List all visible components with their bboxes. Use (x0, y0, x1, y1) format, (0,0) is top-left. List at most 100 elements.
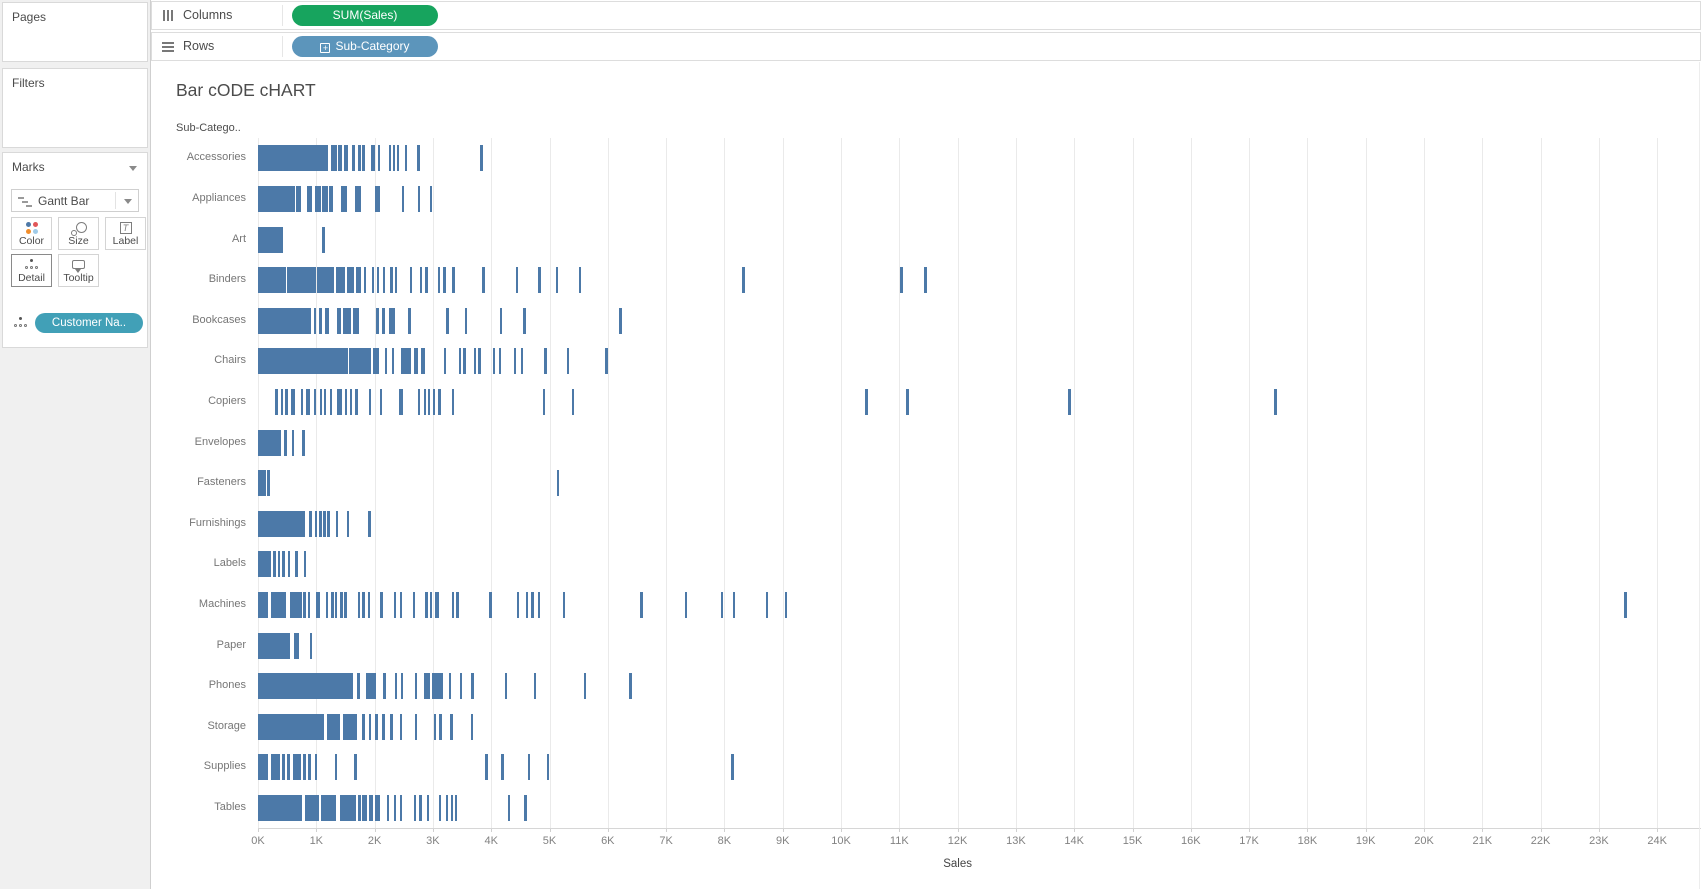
gantt-bar[interactable] (400, 673, 404, 700)
gantt-bar[interactable] (292, 754, 301, 781)
gantt-bar[interactable] (451, 388, 454, 415)
gantt-bar[interactable] (520, 348, 524, 375)
gantt-bar[interactable] (393, 794, 397, 821)
gantt-bar[interactable] (420, 348, 426, 375)
tooltip-button[interactable]: Tooltip (58, 254, 99, 287)
gantt-bar[interactable] (334, 754, 338, 781)
row-label-appliances[interactable]: Appliances (192, 191, 246, 204)
gantt-bar[interactable] (322, 226, 325, 253)
gantt-bar[interactable] (337, 307, 342, 334)
gantt-bar[interactable] (305, 388, 310, 415)
gantt-bar[interactable] (258, 632, 291, 659)
gantt-bar[interactable] (258, 673, 354, 700)
gantt-bar[interactable] (326, 713, 341, 740)
gantt-bar[interactable] (357, 591, 361, 618)
gantt-bar[interactable] (443, 348, 447, 375)
gantt-bar[interactable] (409, 267, 412, 294)
gantt-bar[interactable] (414, 673, 418, 700)
gantt-bar[interactable] (1068, 388, 1072, 415)
gantt-bar[interactable] (334, 591, 338, 618)
gantt-bar[interactable] (439, 713, 442, 740)
gantt-bar[interactable] (525, 591, 528, 618)
gantt-bar[interactable] (619, 307, 623, 334)
gantt-bar[interactable] (408, 307, 411, 334)
pages-shelf[interactable]: Pages (2, 2, 148, 62)
gantt-bar[interactable] (399, 388, 404, 415)
gantt-bar[interactable] (427, 388, 431, 415)
gantt-bar[interactable] (258, 754, 268, 781)
gantt-bar[interactable] (434, 591, 440, 618)
gantt-bar[interactable] (499, 307, 503, 334)
gantt-bar[interactable] (357, 673, 360, 700)
row-label-copiers[interactable]: Copiers (208, 394, 246, 407)
gantt-bar[interactable] (314, 185, 321, 212)
gantt-bar[interactable] (303, 591, 306, 618)
gantt-bar[interactable] (325, 307, 330, 334)
gantt-bar[interactable] (382, 267, 386, 294)
gantt-bar[interactable] (562, 591, 566, 618)
gantt-bar[interactable] (313, 307, 317, 334)
gantt-bar[interactable] (258, 429, 282, 456)
gantt-bar[interactable] (732, 591, 735, 618)
gantt-bar[interactable] (365, 673, 376, 700)
color-button[interactable]: Color (11, 217, 52, 250)
gantt-bar[interactable] (546, 754, 549, 781)
gantt-bar[interactable] (413, 794, 417, 821)
gantt-bar[interactable] (527, 754, 531, 781)
gantt-bar[interactable] (313, 388, 317, 415)
gantt-bar[interactable] (399, 713, 403, 740)
gantt-bar[interactable] (358, 145, 361, 172)
gantt-bar[interactable] (323, 510, 326, 537)
gantt-bar[interactable] (375, 794, 380, 821)
gantt-bar[interactable] (267, 470, 270, 497)
gantt-bar[interactable] (331, 591, 334, 618)
gantt-bar[interactable] (323, 388, 327, 415)
gantt-bar[interactable] (566, 348, 570, 375)
gantt-bar[interactable] (456, 591, 459, 618)
row-label-envelopes[interactable]: Envelopes (194, 435, 246, 448)
gantt-bar[interactable] (504, 673, 507, 700)
row-label-supplies[interactable]: Supplies (203, 760, 246, 773)
gantt-bar[interactable] (402, 185, 405, 212)
gantt-bar[interactable] (309, 632, 313, 659)
gantt-bar[interactable] (329, 388, 333, 415)
gantt-bar[interactable] (258, 185, 295, 212)
gantt-bar[interactable] (362, 145, 365, 172)
gantt-bar[interactable] (388, 307, 395, 334)
gantt-bar[interactable] (463, 348, 466, 375)
gantt-bar[interactable] (280, 388, 284, 415)
gantt-bar[interactable] (342, 713, 358, 740)
gantt-bar[interactable] (492, 348, 496, 375)
gantt-bar[interactable] (308, 754, 311, 781)
gantt-bar[interactable] (434, 713, 437, 740)
gantt-bar[interactable] (287, 267, 316, 294)
gantt-bar[interactable] (337, 388, 342, 415)
gantt-bar[interactable] (293, 632, 300, 659)
gantt-bar[interactable] (363, 267, 366, 294)
gantt-bar[interactable] (571, 388, 575, 415)
gantt-bar[interactable] (390, 713, 393, 740)
row-label-paper[interactable]: Paper (216, 638, 246, 651)
gantt-bar[interactable] (285, 388, 288, 415)
gantt-bar[interactable] (329, 185, 334, 212)
gantt-bar[interactable] (425, 591, 428, 618)
gantt-bar[interactable] (438, 388, 441, 415)
gantt-bar[interactable] (355, 388, 358, 415)
gantt-bar[interactable] (438, 794, 442, 821)
marks-collapse-icon[interactable] (129, 166, 137, 171)
row-field-header[interactable]: Sub-Catego.. (176, 122, 241, 134)
gantt-bar[interactable] (339, 794, 356, 821)
gantt-bar[interactable] (382, 307, 386, 334)
gantt-bar[interactable] (413, 348, 419, 375)
gantt-bar[interactable] (399, 591, 403, 618)
gantt-bar[interactable] (295, 185, 301, 212)
gantt-bar[interactable] (375, 713, 378, 740)
gantt-bar[interactable] (335, 510, 338, 537)
gantt-bar[interactable] (578, 267, 582, 294)
gantt-bar[interactable] (340, 591, 343, 618)
gantt-bar[interactable] (452, 267, 455, 294)
gantt-bar[interactable] (372, 348, 380, 375)
gantt-bar[interactable] (282, 754, 285, 781)
columns-shelf[interactable]: Columns SUM(Sales) (151, 1, 1701, 30)
gantt-bar[interactable] (367, 591, 370, 618)
